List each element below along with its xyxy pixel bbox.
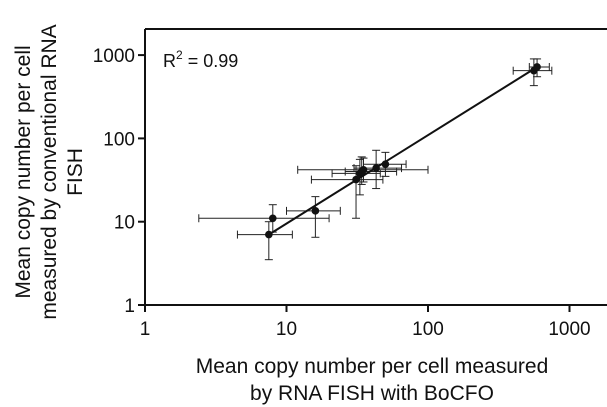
y-tick-label: 10 xyxy=(114,213,135,234)
x-tick-label: 10 xyxy=(276,319,297,340)
x-tick-label: 1000 xyxy=(548,319,590,340)
data-point xyxy=(372,164,380,172)
x-axis-label-line-1: Mean copy number per cell measured xyxy=(196,355,549,378)
y-axis-label-line-3: FISH xyxy=(64,148,87,196)
data-point xyxy=(533,63,541,71)
x-tick-label: 1 xyxy=(140,319,151,340)
y-tick-label: 1 xyxy=(124,296,135,317)
error-bars xyxy=(198,58,553,261)
fit-line-group xyxy=(268,66,538,236)
data-point xyxy=(357,167,366,176)
y-tick-label: 100 xyxy=(103,129,135,150)
plot-frame xyxy=(144,28,607,306)
x-axis: 1 10 100 1000 xyxy=(140,305,591,340)
x-tick-label: 100 xyxy=(412,319,444,340)
fit-line xyxy=(268,66,538,236)
y-axis-label-line-1: Mean copy number per cell xyxy=(12,45,35,298)
data-point xyxy=(311,207,320,215)
y-axis: 1 10 100 1000 xyxy=(93,46,145,317)
data-point xyxy=(352,175,360,184)
y-axis-label-line-2: measured by conventional RNA xyxy=(38,24,61,319)
data-point xyxy=(265,230,273,239)
data-point xyxy=(268,214,277,223)
r-squared-annotation: R2 = 0.99 xyxy=(163,48,238,71)
data-point xyxy=(381,160,390,169)
data-points xyxy=(265,63,541,239)
y-tick-label: 1000 xyxy=(93,46,135,67)
x-axis-label-line-2: by RNA FISH with BoCFO xyxy=(250,382,494,405)
